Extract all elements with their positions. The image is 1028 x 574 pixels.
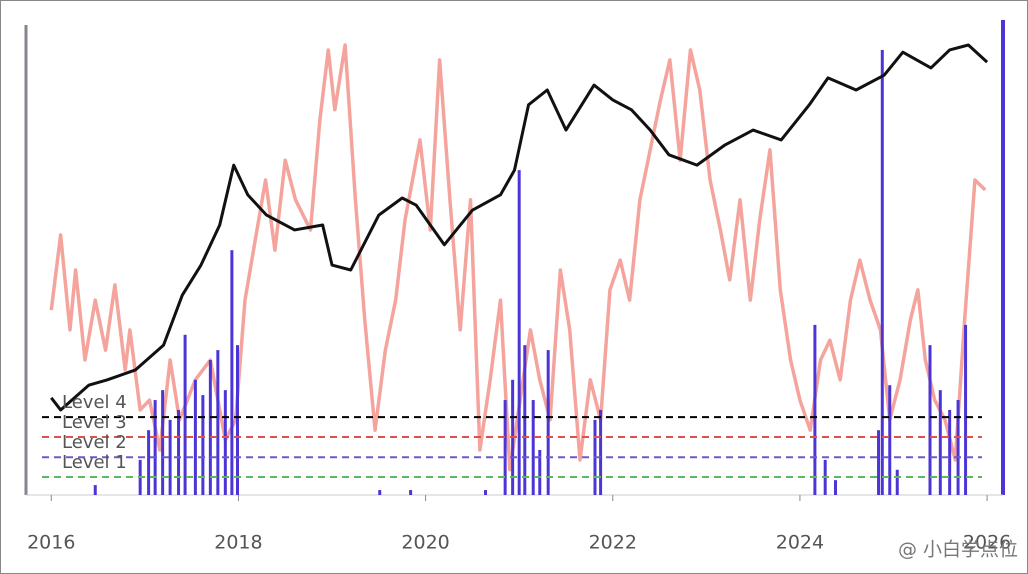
spike-bar xyxy=(223,390,227,495)
spike-bar xyxy=(378,490,382,495)
spike-bar xyxy=(183,334,187,495)
spike-bar xyxy=(168,419,172,495)
spike-bar xyxy=(523,345,527,495)
series-line xyxy=(50,43,989,412)
spike-bar xyxy=(888,385,892,495)
spike-bar xyxy=(483,490,487,495)
x-tick-label: 2016 xyxy=(27,532,75,554)
spike-bar xyxy=(503,400,507,495)
spike-bar xyxy=(177,409,181,495)
spike-bar xyxy=(208,360,212,495)
spike-bar xyxy=(964,324,968,495)
spike-bar xyxy=(928,345,932,495)
level-label: Level 3 xyxy=(62,412,127,433)
x-tick-label: 2026 xyxy=(963,532,1011,554)
spike-bar xyxy=(833,480,837,495)
spike-bar xyxy=(193,379,197,495)
spike-bar xyxy=(546,350,550,495)
spike-bar xyxy=(161,390,165,495)
spike-bar xyxy=(538,450,542,495)
spike-bar xyxy=(201,395,205,495)
level-label: Level 2 xyxy=(62,432,127,453)
x-tick-label: 2022 xyxy=(589,532,637,554)
spike-bar xyxy=(531,400,535,495)
x-tick-label: 2024 xyxy=(776,532,824,554)
spike-bar xyxy=(93,485,97,495)
spike-bar xyxy=(517,170,521,495)
spike-bar xyxy=(216,350,220,495)
spike-bar xyxy=(948,409,952,495)
x-tick-label: 2020 xyxy=(401,532,449,554)
x-tick-label: 2018 xyxy=(214,532,262,554)
watermark: @ 小白学点位 xyxy=(898,539,1018,561)
spike-bar xyxy=(409,490,413,495)
level-label: Level 4 xyxy=(62,392,127,413)
spike-bar xyxy=(230,250,234,495)
spike-bar xyxy=(880,49,884,495)
level-label: Level 1 xyxy=(62,452,127,473)
spike-bar xyxy=(153,400,157,495)
spike-bar xyxy=(813,324,817,495)
spike-bar xyxy=(877,430,881,495)
spike-bar xyxy=(599,409,603,495)
spike-bar xyxy=(938,390,942,495)
spike-bar xyxy=(956,400,960,495)
spike-bar xyxy=(895,469,899,495)
spike-bar xyxy=(235,345,239,495)
spike-bar xyxy=(147,430,151,495)
